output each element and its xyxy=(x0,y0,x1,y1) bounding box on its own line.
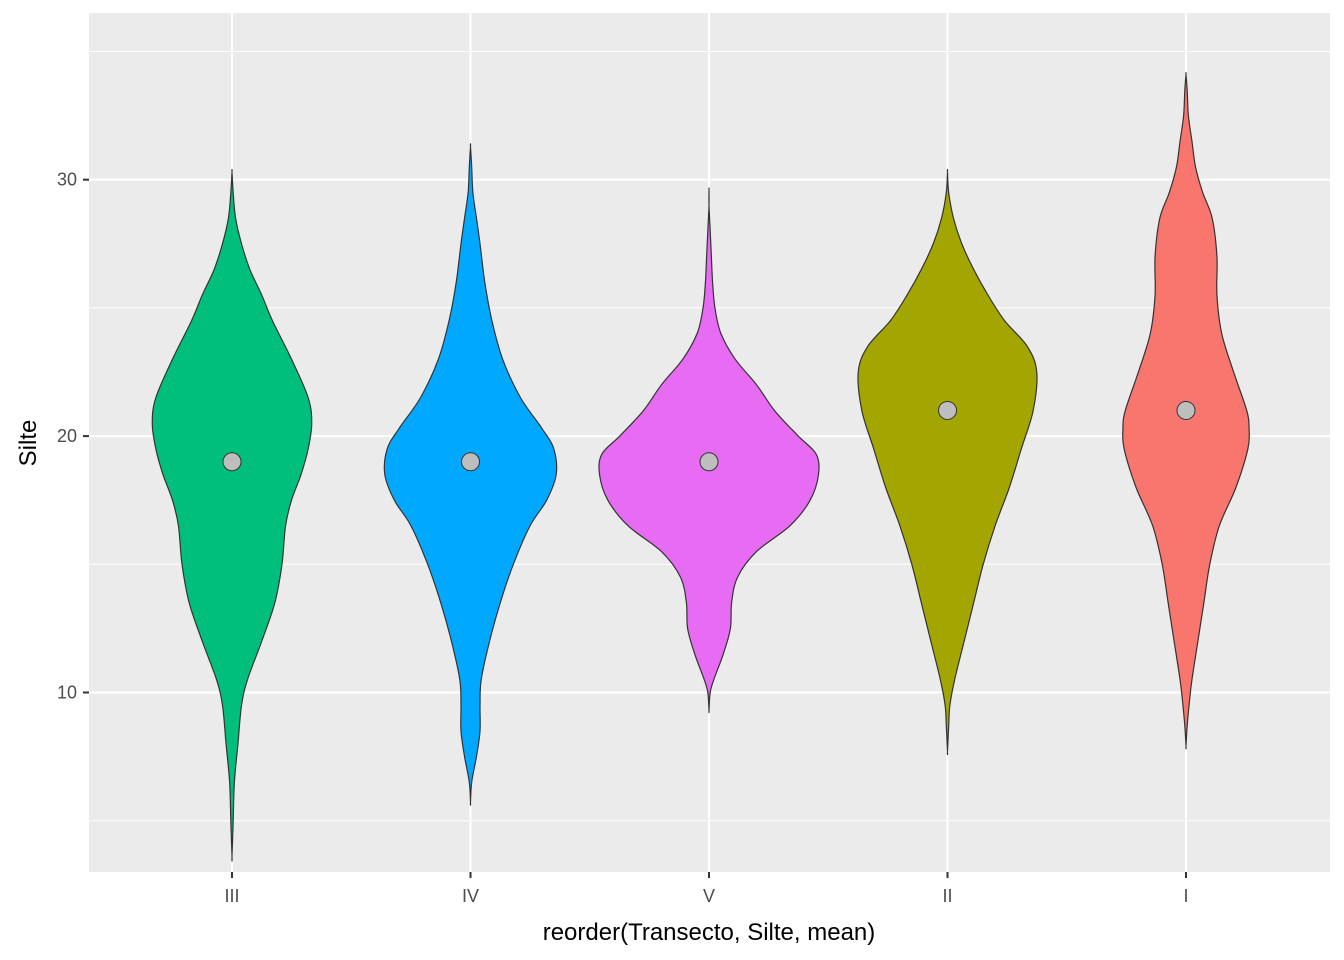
mean-point-IV xyxy=(461,452,480,472)
violin-III xyxy=(151,168,313,862)
y-axis-title: Silte xyxy=(15,420,42,467)
mean-point-II xyxy=(938,400,957,420)
x-axis: III IV V II I xyxy=(224,872,1189,906)
violin-II xyxy=(857,168,1038,756)
y-axis: 10 20 30 xyxy=(57,170,89,703)
y-tick-label: 10 xyxy=(57,683,77,703)
violin-IV xyxy=(383,143,558,806)
y-tick-label: 20 xyxy=(57,426,77,446)
mean-point-III xyxy=(222,452,242,472)
x-tick-label: I xyxy=(1183,886,1188,906)
mean-points xyxy=(222,400,1196,472)
x-tick-label: III xyxy=(224,886,239,906)
x-tick-label: IV xyxy=(462,886,479,906)
x-tick-label: II xyxy=(942,886,952,906)
mean-point-I xyxy=(1176,400,1196,420)
x-tick-label: V xyxy=(703,886,715,906)
mean-point-V xyxy=(699,452,719,472)
x-axis-title: reorder(Transecto, Silte, mean) xyxy=(543,919,876,946)
y-tick-label: 30 xyxy=(57,170,77,190)
violin-V xyxy=(598,187,820,714)
